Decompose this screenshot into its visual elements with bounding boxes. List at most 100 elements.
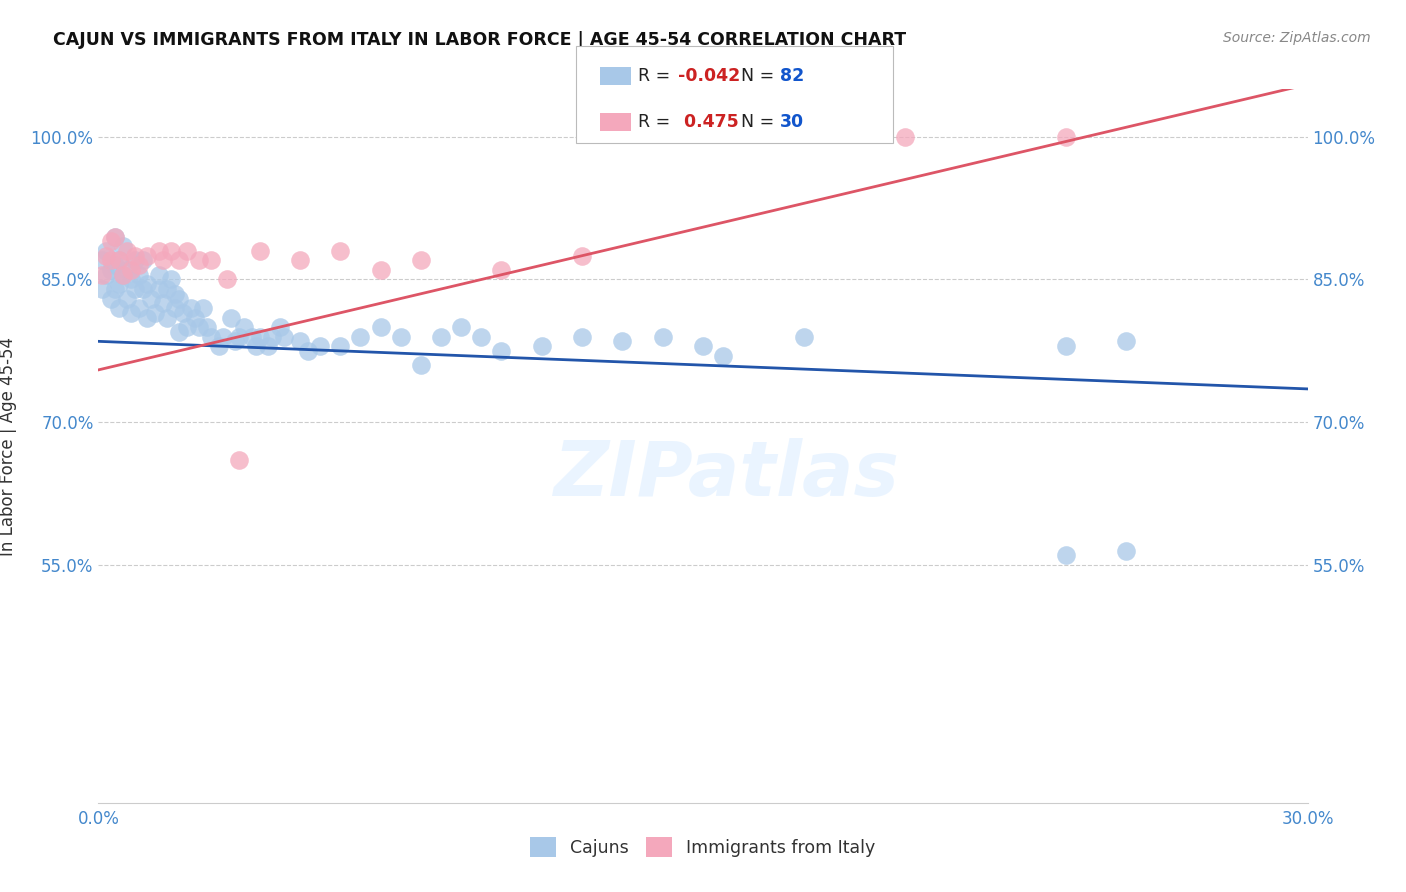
Point — [167, 253, 190, 268]
Point — [152, 253, 174, 268]
Point — [217, 272, 239, 286]
Text: 82: 82 — [780, 67, 804, 85]
Point — [200, 329, 222, 343]
Text: N =: N = — [741, 113, 780, 131]
Point — [180, 301, 202, 315]
Point — [91, 282, 114, 296]
Point — [269, 320, 291, 334]
Point — [188, 253, 211, 268]
Point — [692, 339, 714, 353]
Point — [208, 339, 231, 353]
Point — [370, 263, 392, 277]
Point — [172, 306, 194, 320]
Point — [156, 282, 179, 296]
Point — [273, 329, 295, 343]
Point — [409, 253, 432, 268]
Point — [329, 339, 352, 353]
Point — [409, 358, 432, 372]
Point — [148, 282, 170, 296]
Point — [176, 320, 198, 334]
Point — [111, 239, 134, 253]
Point — [124, 253, 146, 268]
Point — [571, 249, 593, 263]
Point — [1054, 549, 1077, 563]
Text: ZIPatlas: ZIPatlas — [554, 438, 900, 511]
Point — [260, 329, 283, 343]
Point — [124, 249, 146, 263]
Point — [156, 310, 179, 325]
Text: R =: R = — [638, 113, 676, 131]
Point — [115, 292, 138, 306]
Point — [470, 329, 492, 343]
Point — [224, 334, 246, 349]
Point — [651, 329, 673, 343]
Point — [107, 253, 129, 268]
Point — [100, 292, 122, 306]
Point — [256, 339, 278, 353]
Point — [349, 329, 371, 343]
Point — [212, 329, 235, 343]
Point — [370, 320, 392, 334]
Point — [128, 301, 150, 315]
Point — [793, 329, 815, 343]
Text: N =: N = — [741, 67, 780, 85]
Point — [184, 310, 207, 325]
Text: R =: R = — [638, 67, 676, 85]
Text: Source: ZipAtlas.com: Source: ZipAtlas.com — [1223, 31, 1371, 45]
Point — [100, 235, 122, 249]
Point — [491, 343, 513, 358]
Point — [163, 301, 186, 315]
Point — [128, 258, 150, 272]
Point — [96, 268, 118, 282]
Point — [107, 301, 129, 315]
Point — [188, 320, 211, 334]
Point — [152, 296, 174, 310]
Point — [612, 334, 634, 349]
Point — [107, 277, 129, 292]
Point — [167, 325, 190, 339]
Point — [111, 268, 134, 282]
Text: CAJUN VS IMMIGRANTS FROM ITALY IN LABOR FORCE | AGE 45-54 CORRELATION CHART: CAJUN VS IMMIGRANTS FROM ITALY IN LABOR … — [53, 31, 907, 49]
Point — [232, 320, 254, 334]
Point — [128, 268, 150, 282]
Point — [124, 282, 146, 296]
Point — [120, 263, 142, 277]
Point — [107, 253, 129, 268]
Point — [228, 329, 250, 343]
Point — [530, 339, 553, 353]
Point — [139, 292, 162, 306]
Point — [100, 253, 122, 268]
Point — [103, 282, 125, 296]
Point — [103, 229, 125, 244]
Point — [329, 244, 352, 258]
Point — [115, 244, 138, 258]
Point — [135, 310, 157, 325]
Text: 30: 30 — [780, 113, 804, 131]
Point — [450, 320, 472, 334]
Point — [135, 277, 157, 292]
Point — [96, 249, 118, 263]
Point — [96, 244, 118, 258]
Point — [176, 244, 198, 258]
Point — [893, 129, 915, 144]
Point — [148, 268, 170, 282]
Point — [491, 263, 513, 277]
Point — [120, 272, 142, 286]
Point — [132, 253, 155, 268]
Point — [288, 253, 311, 268]
Point — [135, 249, 157, 263]
Point — [193, 301, 215, 315]
Point — [167, 292, 190, 306]
Point — [103, 258, 125, 272]
Point — [91, 253, 114, 268]
Point — [297, 343, 319, 358]
Point — [103, 229, 125, 244]
Point — [1054, 129, 1077, 144]
Point — [1115, 543, 1137, 558]
Point — [111, 268, 134, 282]
Point — [228, 453, 250, 467]
Point — [91, 268, 114, 282]
Text: -0.042: -0.042 — [678, 67, 740, 85]
Point — [1115, 334, 1137, 349]
Point — [240, 329, 263, 343]
